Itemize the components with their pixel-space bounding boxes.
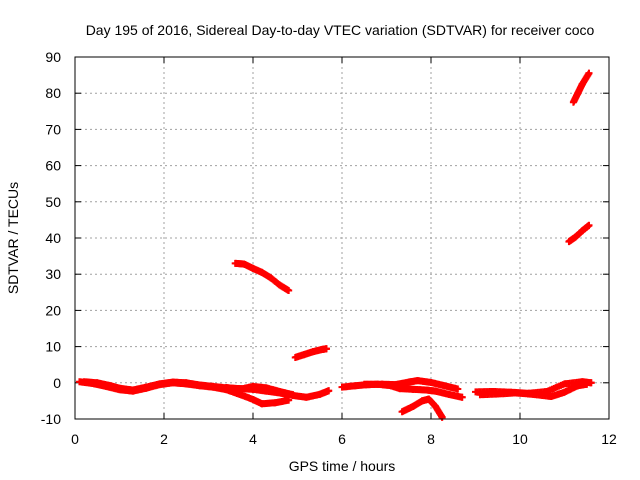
data-point-plus bbox=[585, 221, 593, 229]
y-tick-label: 20 bbox=[45, 302, 61, 318]
data-points bbox=[75, 69, 595, 421]
data-point-plus bbox=[285, 286, 293, 294]
x-tick-label: 0 bbox=[71, 431, 79, 447]
data-point-plus bbox=[285, 396, 293, 404]
plot-frame bbox=[74, 56, 610, 420]
data-point-plus bbox=[438, 413, 446, 421]
data-series-segment bbox=[565, 221, 593, 246]
x-tick-label: 2 bbox=[160, 431, 168, 447]
data-point-plus bbox=[458, 393, 466, 401]
y-tick-label: 10 bbox=[45, 339, 61, 355]
data-point-plus bbox=[587, 379, 595, 387]
y-tick-label: -10 bbox=[41, 411, 61, 427]
data-point-plus bbox=[585, 69, 593, 77]
grid-lines bbox=[75, 57, 609, 419]
data-point-plus bbox=[325, 387, 333, 395]
data-point-plus bbox=[289, 391, 297, 399]
y-tick-label: 80 bbox=[45, 85, 61, 101]
y-tick-label: 40 bbox=[45, 230, 61, 246]
y-tick-label: 0 bbox=[53, 375, 61, 391]
y-axis-tick-labels: -10 0 10 20 30 40 50 60 70 80 90 bbox=[41, 49, 61, 427]
x-tick-label: 8 bbox=[427, 431, 435, 447]
y-tick-label: 30 bbox=[45, 266, 61, 282]
x-tick-label: 4 bbox=[249, 431, 257, 447]
data-series-segment bbox=[360, 380, 466, 401]
chart-title: Day 195 of 2016, Sidereal Day-to-day VTE… bbox=[86, 22, 595, 38]
data-series-segment bbox=[222, 382, 297, 399]
x-tick-label: 10 bbox=[512, 431, 528, 447]
x-tick-label: 6 bbox=[338, 431, 346, 447]
data-series-segment bbox=[476, 380, 591, 401]
y-tick-label: 90 bbox=[45, 49, 61, 65]
data-series-segment bbox=[231, 259, 293, 294]
y-tick-label: 70 bbox=[45, 121, 61, 137]
y-tick-label: 60 bbox=[45, 158, 61, 174]
y-axis-label: SDTVAR / TECUs bbox=[5, 182, 21, 294]
data-series-segment bbox=[398, 395, 446, 421]
y-tick-label: 50 bbox=[45, 194, 61, 210]
x-axis-label: GPS time / hours bbox=[289, 458, 396, 474]
data-point-plus bbox=[454, 385, 462, 393]
data-point-plus bbox=[322, 345, 330, 353]
data-point-plus bbox=[583, 380, 591, 388]
data-series-segment bbox=[569, 69, 593, 106]
data-series-segment bbox=[75, 378, 293, 408]
x-tick-label: 12 bbox=[601, 431, 617, 447]
x-axis-tick-labels: 0 2 4 6 8 10 12 bbox=[71, 431, 617, 447]
data-series-segment bbox=[291, 345, 330, 361]
